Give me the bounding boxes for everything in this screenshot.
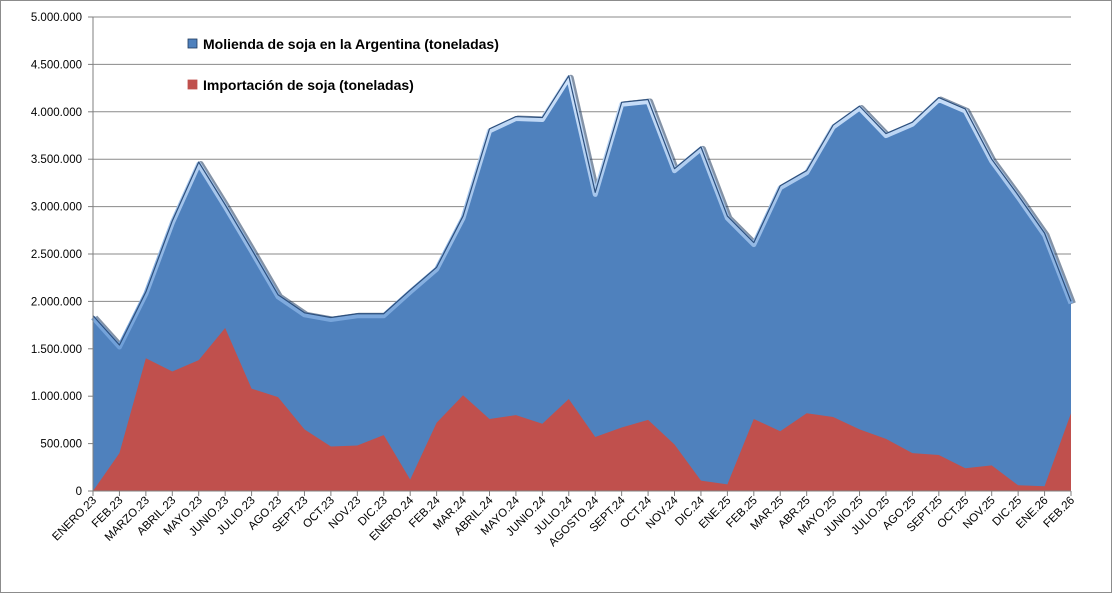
legend-swatch — [187, 38, 198, 49]
x-axis-tick-labels: ENERO.23FEB.23MARZO.23ABRIL.23MAYO.23JUN… — [50, 494, 1077, 549]
series-importacion-area — [93, 327, 1071, 491]
y-tick-label: 4.500.000 — [31, 59, 82, 71]
y-tick-label: 4.000.000 — [31, 107, 82, 119]
series-molienda-outline — [92, 75, 1072, 346]
y-axis-tick-labels: 0 500.000 1.000.000 1.500.000 2.000.000 2.500… — [31, 12, 82, 498]
series-molienda-area — [93, 75, 1071, 491]
y-tick-label: 1.500.000 — [31, 344, 82, 356]
y-tick-label: 1.000.000 — [31, 391, 82, 403]
axes — [88, 16, 1072, 496]
y-tick-label: 2.500.000 — [31, 249, 82, 261]
y-tick-label: 0 — [76, 486, 82, 498]
y-tick-label: 3.500.000 — [31, 154, 82, 166]
y-tick-label: 5.000.000 — [31, 12, 82, 24]
plot-areas — [91, 74, 1076, 491]
legend-label: Importación de soja (toneladas) — [203, 77, 414, 93]
legend-label: Molienda de soja en la Argentina (tonela… — [203, 36, 499, 52]
y-tick-label: 3.000.000 — [31, 202, 82, 214]
legend-swatch — [187, 79, 198, 90]
legend: Molienda de soja en la Argentina (tonela… — [187, 36, 499, 93]
y-tick-label: 500.000 — [40, 439, 82, 451]
y-tick-label: 2.000.000 — [31, 296, 82, 308]
